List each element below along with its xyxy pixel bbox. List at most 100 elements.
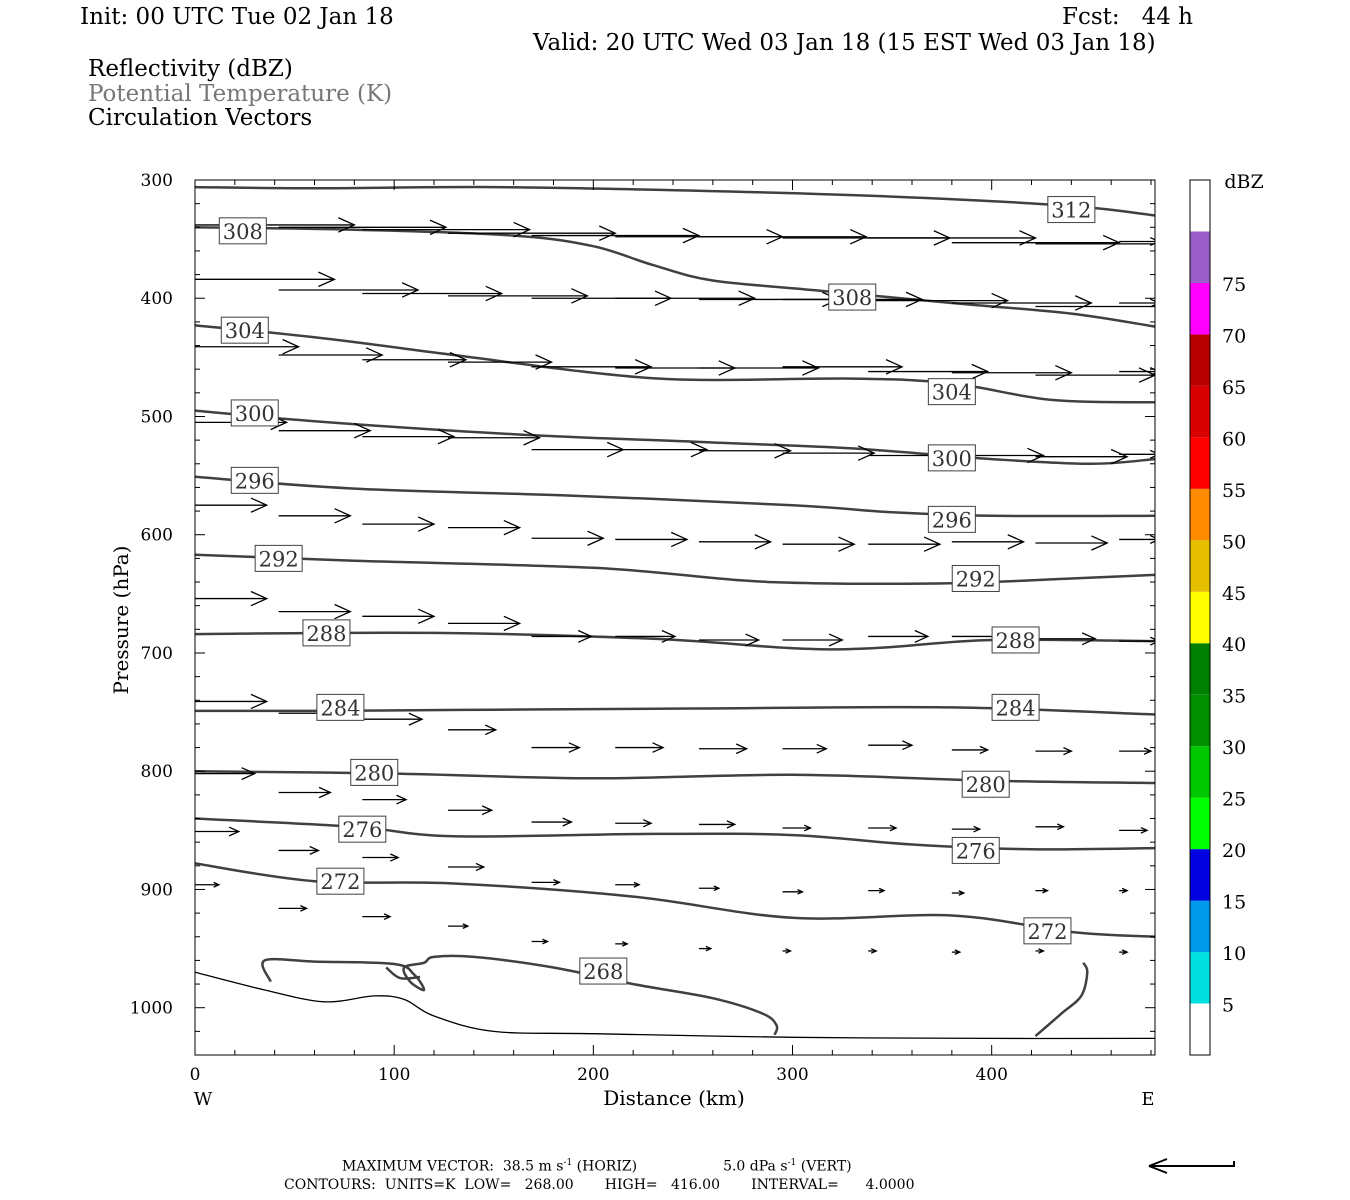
circulation-vector [1035, 367, 1155, 383]
circulation-vector [951, 890, 966, 896]
circulation-vector [782, 633, 844, 647]
circulation-vector [1119, 449, 1155, 459]
circulation-vector [868, 824, 898, 832]
circulation-vector [868, 363, 990, 380]
plot-frame [194, 179, 1156, 1056]
contour-label: 284 [996, 696, 1036, 720]
valid-time: Valid: 20 UTC Wed 03 Jan 18 (15 EST Wed … [533, 30, 1156, 56]
circulation-vector [195, 881, 221, 888]
circulation-vector [615, 742, 665, 753]
colorbar-segment [1190, 746, 1210, 798]
circulation-vector [951, 949, 962, 955]
contour-label-box [991, 626, 1040, 654]
forecast-hour: Fcst: 44 h [1062, 4, 1193, 30]
circulation-vector [531, 227, 701, 244]
contour-label: 292 [259, 547, 299, 571]
circulation-vector [615, 531, 689, 548]
circulation-vector [1035, 887, 1050, 894]
y-tick-label: 300 [141, 171, 173, 191]
circulation-vector [1119, 236, 1155, 247]
circulation-vector [278, 508, 352, 524]
contour-label-box [951, 564, 1000, 592]
circulation-vector [195, 590, 269, 607]
circulation-vector [531, 817, 574, 827]
circulation-vector [447, 862, 486, 872]
circulation-vector [951, 234, 1121, 251]
circulation-vector [615, 441, 709, 458]
colorbar-label: 55 [1222, 480, 1246, 502]
circulation-vector [698, 743, 749, 755]
circulation-vector [782, 948, 793, 954]
colorbar-segment [1190, 900, 1210, 953]
theta-contour-line [195, 705, 1155, 716]
contour-label-box [951, 836, 1000, 864]
contour-label-box [254, 544, 303, 572]
colorbar-label: 50 [1222, 531, 1246, 553]
circulation-vector [278, 905, 309, 912]
contour-label-box [338, 815, 387, 843]
contour-label: 300 [932, 447, 972, 471]
circulation-vector [531, 938, 550, 945]
contour-label-box [350, 758, 399, 786]
contour-label-box [220, 316, 269, 344]
circulation-vector [868, 948, 878, 954]
circulation-vector [195, 497, 269, 513]
colorbar-segment [1190, 231, 1210, 283]
circulation-vector [1035, 823, 1065, 831]
theta-contour-line [1034, 962, 1089, 1038]
contour-label-box [961, 770, 1010, 798]
contour-label-box [1047, 196, 1096, 224]
theta-contour-line [195, 185, 1155, 217]
contour-label-box [828, 283, 877, 311]
circulation-vector [278, 282, 420, 298]
contour-label-box [302, 619, 351, 647]
contour-label: 304 [225, 319, 265, 343]
unit-exponent: -1 [563, 1158, 573, 1168]
contour-label: 276 [342, 818, 382, 842]
contour-label: 272 [1027, 920, 1067, 944]
circulation-vector [362, 608, 436, 625]
contour-label-box [230, 399, 279, 427]
colorbar-segment [1190, 488, 1210, 541]
circulation-vector [531, 530, 605, 546]
x-axis-title: Distance (km) [603, 1086, 745, 1110]
colorbar-frame [1189, 179, 1211, 1056]
circulation-vector [195, 767, 257, 781]
y-tick-label: 900 [141, 880, 173, 900]
circulation-vector [278, 845, 321, 855]
colorbar-segment [1190, 1003, 1210, 1055]
contour-label: 296 [235, 469, 275, 493]
theta-contour-line [195, 769, 1155, 785]
x-tick-label: 300 [776, 1065, 808, 1085]
circulation-vector [698, 360, 820, 376]
theta-contour-line [385, 966, 421, 980]
circulation-vector [1035, 746, 1073, 756]
circulation-vector [531, 359, 653, 375]
circulation-vector [362, 221, 532, 238]
circulation-vector [951, 364, 1073, 381]
circulation-vector [1035, 535, 1109, 551]
max-vector-line: MAXIMUM VECTOR: 38.5 m s-1 (HORIZ) 5.0 dP… [342, 1159, 852, 1174]
circulation-vector [447, 225, 617, 242]
circulation-vector [782, 743, 828, 754]
y-tick-label: 700 [141, 644, 173, 664]
circulation-vector [868, 740, 914, 751]
circulation-vector [1119, 826, 1149, 834]
theta-contour-line [261, 954, 779, 1036]
contour-label-box [927, 444, 976, 472]
axis-ticks [194, 179, 1155, 1056]
circulation-vector [868, 292, 1010, 309]
contour-label: 296 [932, 508, 972, 532]
contour-label: 276 [956, 839, 996, 863]
reference-vector-arrow-icon [1148, 1158, 1235, 1174]
circulation-vector [951, 295, 1093, 311]
x-tick-label: 400 [975, 1065, 1007, 1085]
circulation-vector [782, 536, 856, 552]
colorbar-title: dBZ [1224, 171, 1263, 193]
theta-contour-line [195, 226, 1155, 328]
colorbar-segment [1190, 282, 1210, 335]
x-axis-east-label: E [1141, 1089, 1154, 1110]
circulation-vector [362, 712, 424, 726]
colorbar-segment [1190, 334, 1210, 386]
